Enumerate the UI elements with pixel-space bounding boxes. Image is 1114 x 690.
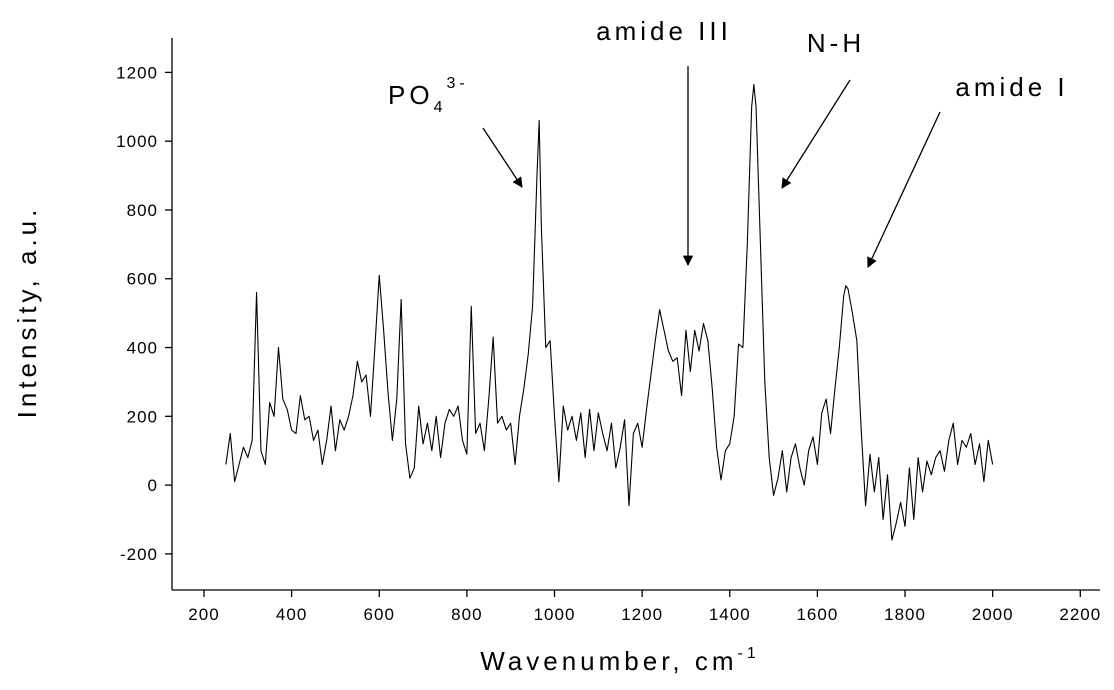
spectrum-line — [225, 83, 994, 541]
x-tick-label: 1200 — [621, 605, 663, 624]
y-tick-label: 400 — [127, 339, 158, 358]
y-tick-label: 0 — [148, 476, 158, 495]
arrow — [867, 111, 941, 268]
y-axis-label: Intensity, a.u. — [12, 206, 42, 419]
x-tick-label: 600 — [364, 605, 395, 624]
y-tick-label: -200 — [120, 545, 158, 564]
arrow — [781, 79, 851, 189]
x-tick-label: 800 — [451, 605, 482, 624]
x-axis-label-text: Wavenumber, cm — [480, 646, 737, 676]
y-tick-label: 1200 — [116, 63, 158, 82]
y-tick-label: 1000 — [116, 132, 158, 151]
x-tick-label: 1000 — [534, 605, 576, 624]
x-axis-label-sup: -1 — [738, 645, 760, 662]
x-tick-label: 2000 — [972, 605, 1014, 624]
arrow — [482, 127, 523, 188]
y-tick-label: 600 — [127, 270, 158, 289]
x-tick-label: 400 — [276, 605, 307, 624]
annotation-sub: 4 — [434, 99, 447, 116]
annotation: amide III — [596, 16, 732, 46]
annotation: amide I — [955, 72, 1068, 102]
annotation: PO4 3- — [388, 75, 469, 116]
annotation-text: PO — [388, 80, 434, 110]
x-tick-label: 2200 — [1059, 605, 1101, 624]
x-tick-label: 1400 — [709, 605, 751, 624]
annotation: N-H — [807, 28, 865, 58]
y-tick-label: 800 — [127, 201, 158, 220]
x-axis-label: Wavenumber, cm-1 — [480, 645, 760, 676]
y-tick-label: 200 — [127, 407, 158, 426]
x-tick-label: 1600 — [796, 605, 838, 624]
x-tick-label: 200 — [188, 605, 219, 624]
annotation-sup: 3- — [446, 75, 468, 92]
x-tick-label: 1800 — [884, 605, 926, 624]
annotation-arrows — [482, 66, 941, 268]
